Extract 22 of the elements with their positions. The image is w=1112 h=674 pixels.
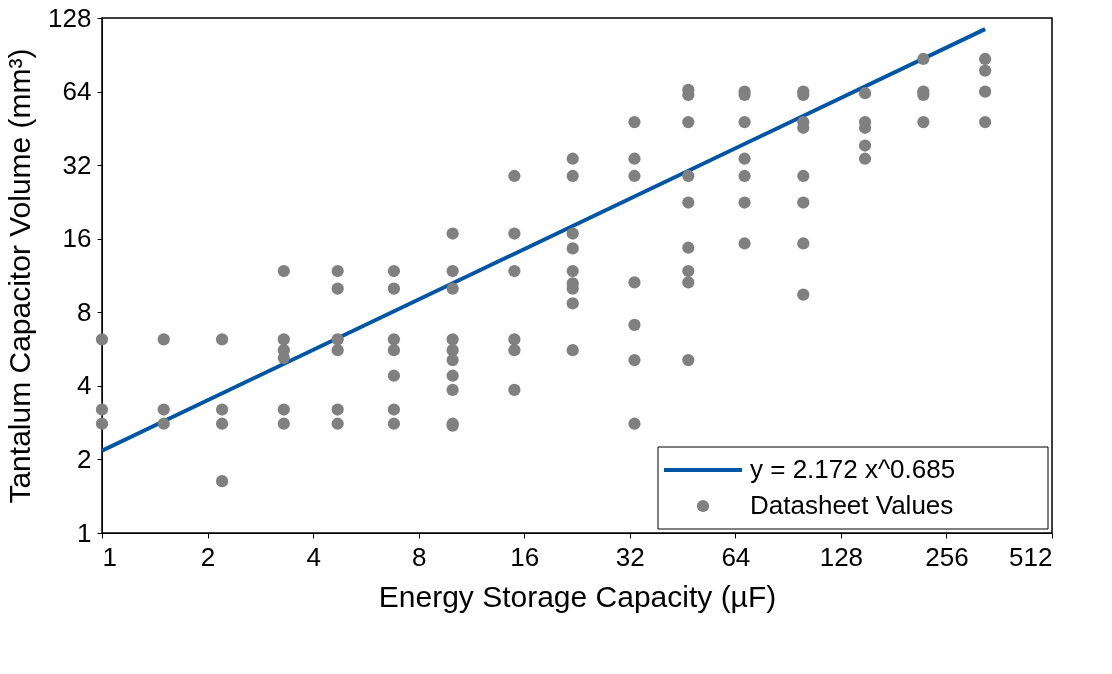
y-tick-label: 16 [62,223,92,254]
y-tick-label: 32 [62,149,92,180]
legend-label: y = 2.172 x^0.685 [750,454,956,484]
legend-label: Datasheet Values [750,490,954,520]
y-tick-label: 8 [77,296,92,327]
x-tick-label: 16 [510,541,540,572]
y-tick-label: 1 [77,517,92,548]
x-tick-label: 512 [1009,541,1053,572]
x-tick-label: 1 [102,541,117,572]
x-axis-title: Energy Storage Capacity (µF) [378,579,777,613]
y-tick-label: 64 [62,76,92,107]
x-tick-label: 8 [411,541,427,572]
y-tick-label: 4 [77,370,92,401]
x-tick-label: 32 [615,541,645,572]
x-tick-label: 128 [819,541,864,572]
y-axis-title: Tantalum Capacitor Volume (mm³) [3,48,37,504]
y-tick-label: 2 [77,443,92,474]
x-tick-label: 256 [925,541,969,572]
x-tick-label: 4 [306,541,321,572]
x-tick-label: 64 [721,541,751,572]
x-tick-label: 2 [200,541,216,572]
y-tick-label: 128 [48,2,92,33]
